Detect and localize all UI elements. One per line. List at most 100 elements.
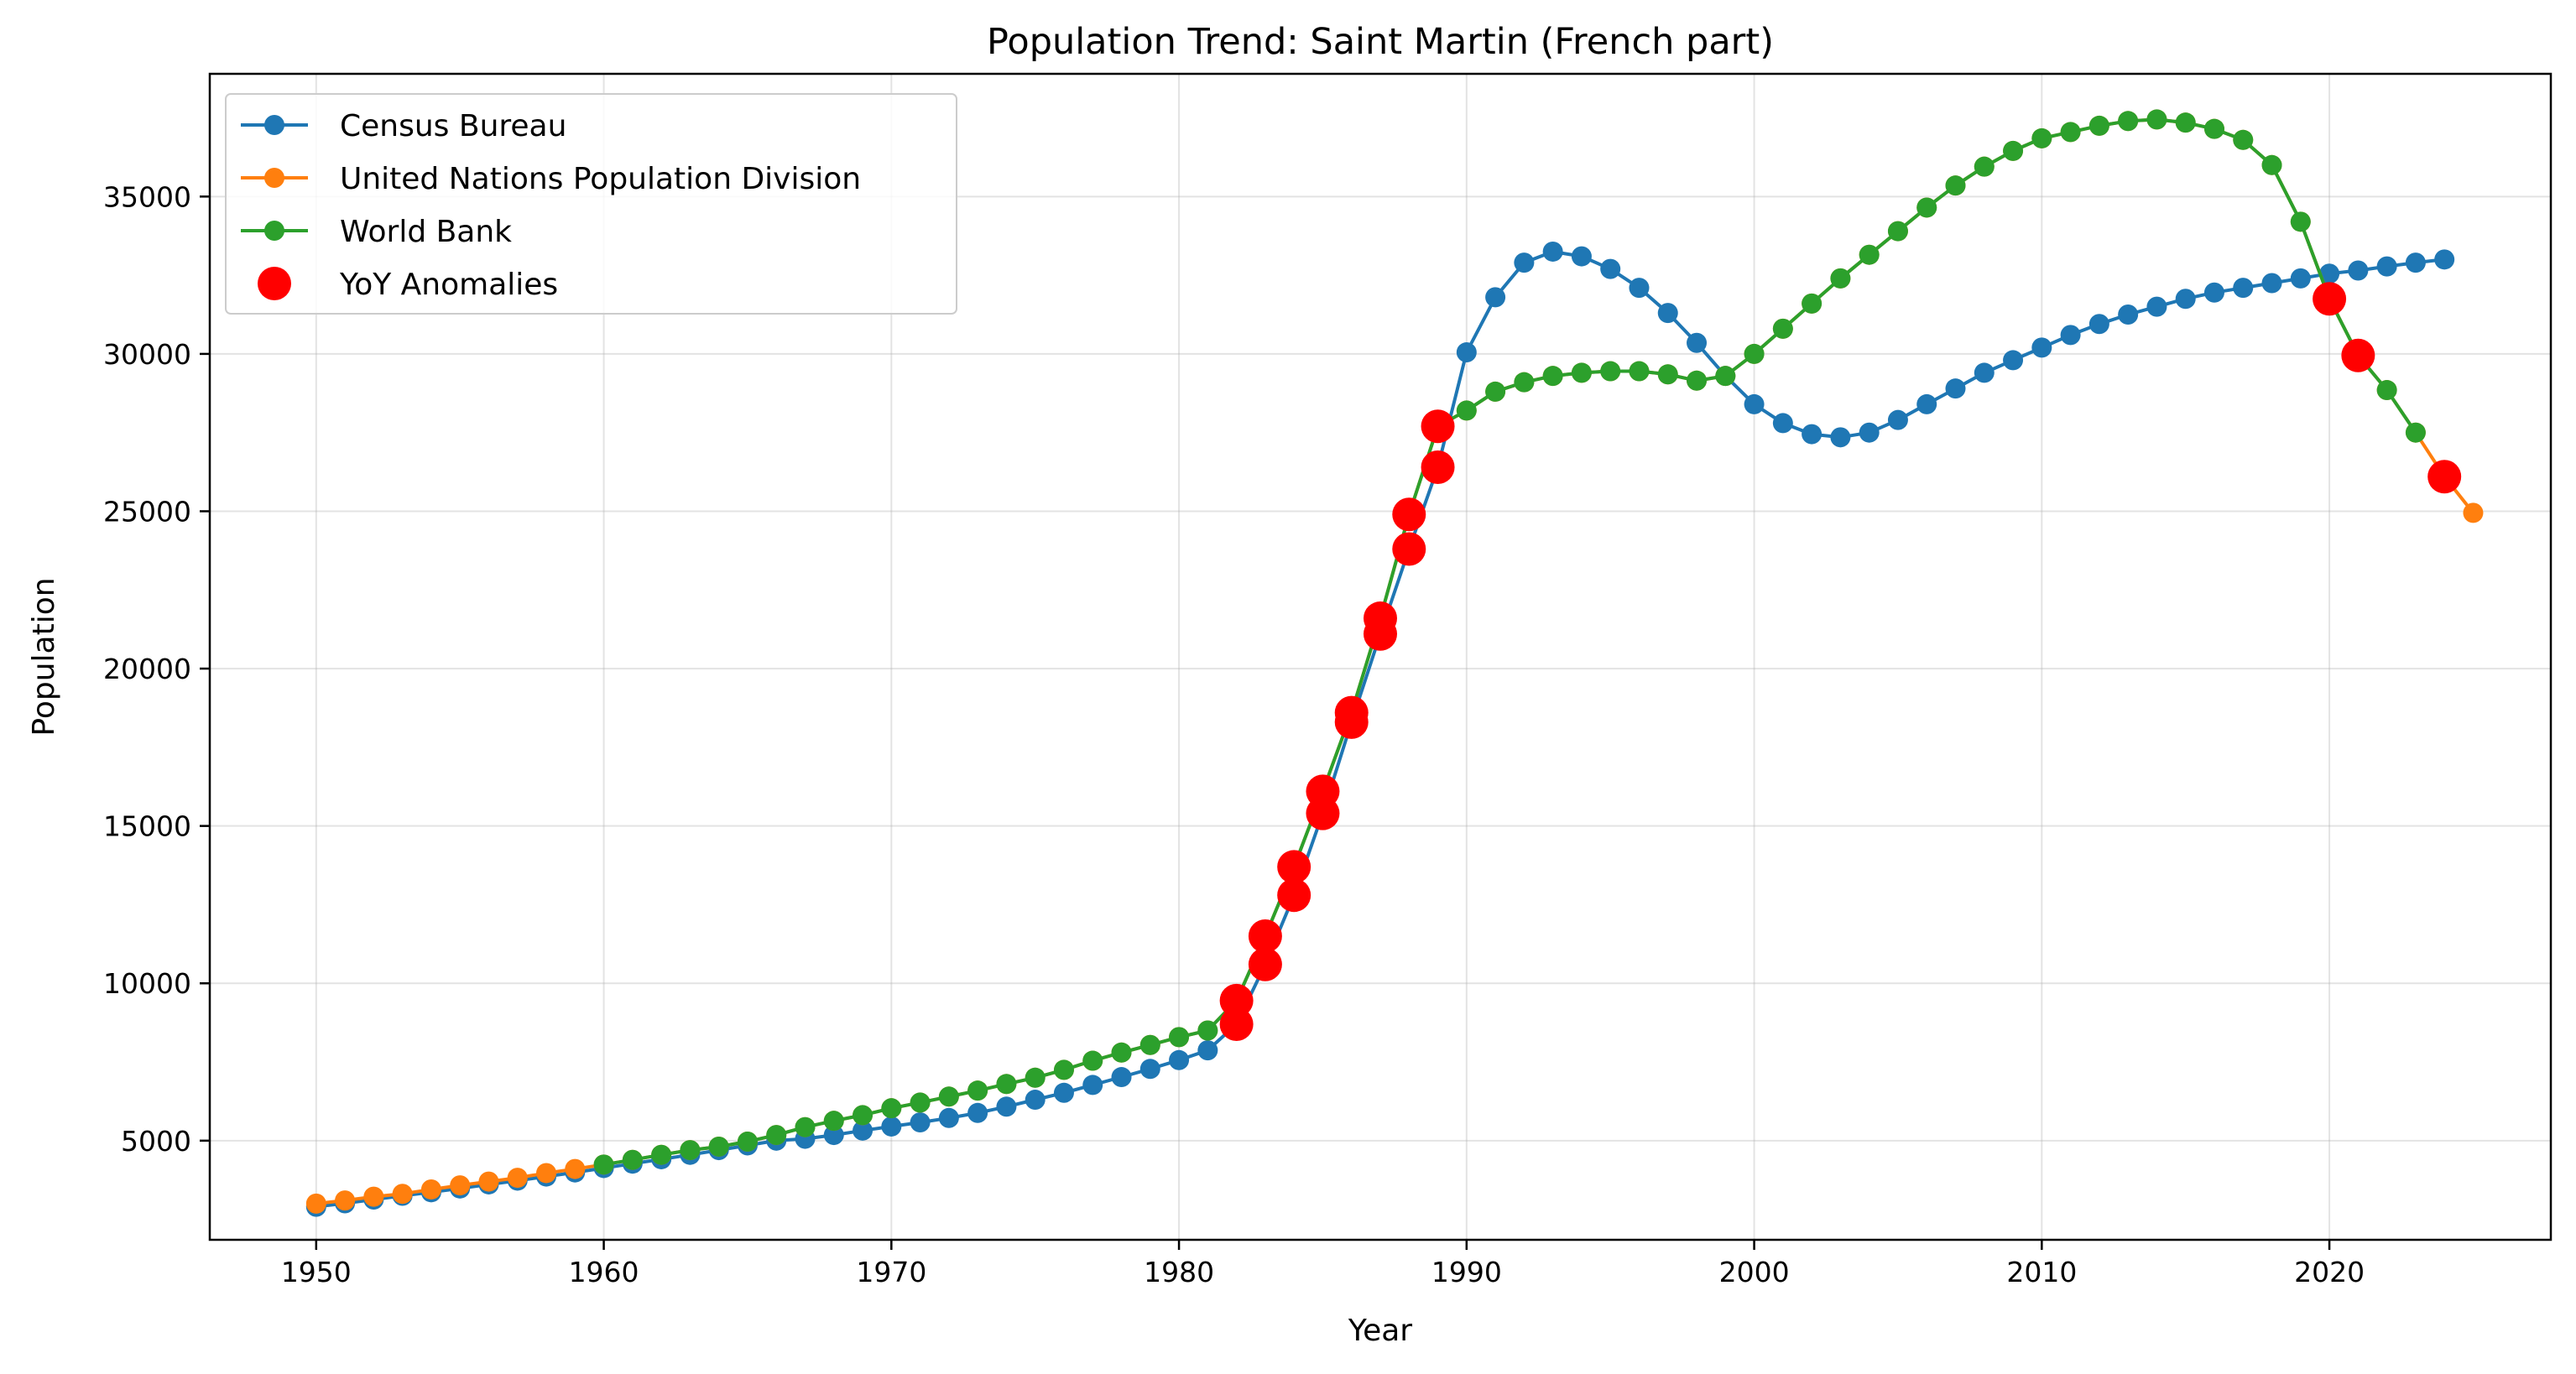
legend-marker-swatch	[258, 267, 291, 300]
data-point	[1974, 362, 1995, 383]
x-tick-label: 1970	[856, 1256, 926, 1288]
data-point	[1600, 258, 1621, 279]
data-point	[1053, 1059, 1074, 1080]
data-point	[1887, 221, 1908, 242]
anomaly-point	[1277, 878, 1311, 913]
data-point	[2233, 129, 2254, 150]
data-point	[1197, 1020, 1218, 1041]
data-point	[2376, 256, 2397, 277]
data-point	[565, 1158, 586, 1179]
data-point	[1974, 156, 1995, 177]
y-axis-label: Population	[27, 577, 61, 736]
x-tick-label: 1950	[281, 1256, 352, 1288]
data-point	[1629, 361, 1650, 382]
anomaly-layer	[1219, 282, 2462, 1042]
legend-box	[225, 93, 957, 315]
data-point	[1139, 1059, 1160, 1080]
data-point	[622, 1149, 643, 1170]
data-point	[1082, 1075, 1103, 1096]
series-layer	[305, 109, 2484, 1217]
data-point	[2233, 278, 2254, 299]
data-point	[910, 1092, 931, 1113]
y-tick-label: 15000	[103, 810, 191, 843]
data-point	[1744, 393, 1765, 414]
legend-marker-swatch	[264, 221, 284, 241]
legend-label: YoY Anomalies	[339, 268, 558, 302]
anomaly-point	[1277, 850, 1311, 884]
anomaly-point	[2341, 338, 2375, 372]
y-tick-label: 5000	[121, 1125, 191, 1158]
y-tick-label: 20000	[103, 653, 191, 685]
data-point	[1744, 343, 1765, 364]
data-point	[478, 1171, 499, 1192]
data-point	[1571, 246, 1592, 267]
data-point	[1111, 1067, 1132, 1088]
data-point	[2376, 380, 2397, 401]
x-tick-label: 1980	[1144, 1256, 1214, 1288]
data-point	[1025, 1067, 1046, 1088]
data-point	[2031, 128, 2052, 148]
anomaly-point	[1219, 983, 1254, 1017]
plot-area-frame	[208, 72, 2553, 1241]
data-point	[1485, 381, 1506, 402]
data-point	[2261, 154, 2282, 175]
data-point	[2175, 289, 2196, 310]
data-point	[996, 1074, 1017, 1095]
data-point	[737, 1131, 758, 1152]
data-point	[2088, 115, 2109, 136]
chart-title: Population Trend: Saint Martin (French p…	[987, 21, 1774, 63]
data-point	[1657, 303, 1678, 324]
data-point	[1082, 1050, 1103, 1071]
data-point	[2290, 268, 2311, 289]
data-point	[1169, 1027, 1190, 1048]
data-point	[1859, 422, 1880, 443]
data-point	[1916, 197, 1937, 218]
data-point	[2290, 211, 2311, 232]
y-tick-label: 25000	[103, 495, 191, 528]
data-point	[708, 1136, 729, 1157]
legend: Census Bureau United Nations Population D…	[225, 93, 957, 315]
legend-marker-swatch	[264, 115, 284, 135]
anomaly-point	[1392, 532, 1426, 566]
data-point	[2088, 314, 2109, 335]
data-point	[2405, 422, 2426, 443]
data-point	[1197, 1040, 1218, 1061]
data-point	[938, 1107, 959, 1128]
anomaly-point	[1421, 409, 1455, 444]
data-point	[2175, 112, 2196, 133]
series-line	[603, 117, 2417, 1167]
legend-label: United Nations Population Division	[340, 162, 861, 196]
data-point	[1802, 293, 1822, 314]
legend-label: Census Bureau	[340, 109, 566, 143]
data-point	[593, 1154, 614, 1175]
data-point	[2261, 273, 2282, 294]
data-point	[2003, 140, 2024, 161]
anomaly-point	[1306, 796, 1340, 830]
data-point	[1945, 175, 1966, 196]
data-point	[2060, 122, 2081, 143]
data-point	[1859, 244, 1880, 265]
data-point	[1485, 287, 1506, 308]
data-point	[335, 1190, 356, 1211]
data-point	[1111, 1042, 1132, 1063]
data-point	[1772, 318, 1793, 339]
x-tick-label: 2020	[2294, 1256, 2365, 1288]
data-point	[2060, 325, 2081, 346]
data-point	[2203, 282, 2224, 303]
data-point	[2319, 263, 2340, 284]
data-point	[536, 1163, 557, 1184]
data-point	[2031, 337, 2052, 358]
data-point	[967, 1080, 988, 1101]
data-point	[1830, 268, 1851, 289]
data-point	[1542, 241, 1563, 262]
anomaly-point	[1364, 617, 1397, 651]
data-point	[680, 1140, 701, 1161]
data-point	[1571, 362, 1592, 383]
data-point	[881, 1098, 902, 1119]
data-point	[2146, 296, 2167, 317]
data-point	[967, 1102, 988, 1123]
anomaly-point	[1219, 1007, 1254, 1042]
data-point	[2003, 350, 2024, 371]
anomaly-point	[1421, 450, 1455, 484]
data-point	[363, 1186, 384, 1207]
